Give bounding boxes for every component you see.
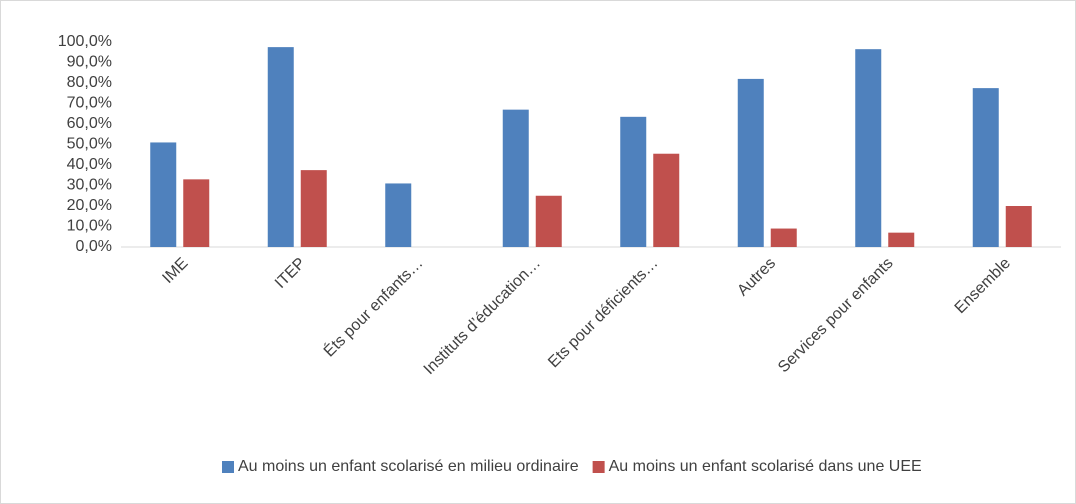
y-tick-label: 100,0%	[58, 33, 112, 50]
bar	[620, 116, 647, 247]
bar	[150, 142, 177, 247]
bar	[183, 179, 210, 247]
legend-label: Au moins un enfant scolarisé en milieu o…	[238, 458, 579, 475]
y-tick-label: 80,0%	[67, 74, 112, 91]
legend-label: Au moins un enfant scolarisé dans une UE…	[609, 458, 922, 475]
y-tick-label: 60,0%	[67, 115, 112, 132]
bar	[267, 47, 294, 247]
bar	[502, 109, 529, 248]
y-tick-label: 0,0%	[76, 238, 112, 255]
legend-swatch	[222, 461, 234, 473]
bar	[1005, 206, 1032, 247]
y-tick-label: 10,0%	[67, 218, 112, 235]
y-tick-label: 70,0%	[67, 95, 112, 112]
bar	[535, 195, 562, 247]
y-tick-label: 50,0%	[67, 136, 112, 153]
bar	[888, 232, 915, 247]
bar	[300, 170, 327, 247]
y-tick-label: 30,0%	[67, 177, 112, 194]
bar	[385, 183, 412, 247]
legend-swatch	[592, 461, 605, 473]
bar	[737, 78, 764, 248]
y-tick-label: 40,0%	[67, 156, 112, 173]
bar	[855, 49, 882, 247]
y-tick-label: 20,0%	[67, 197, 112, 214]
bar	[972, 88, 999, 247]
bar	[653, 153, 680, 247]
y-tick-label: 90,0%	[67, 54, 112, 71]
bar	[770, 228, 797, 247]
